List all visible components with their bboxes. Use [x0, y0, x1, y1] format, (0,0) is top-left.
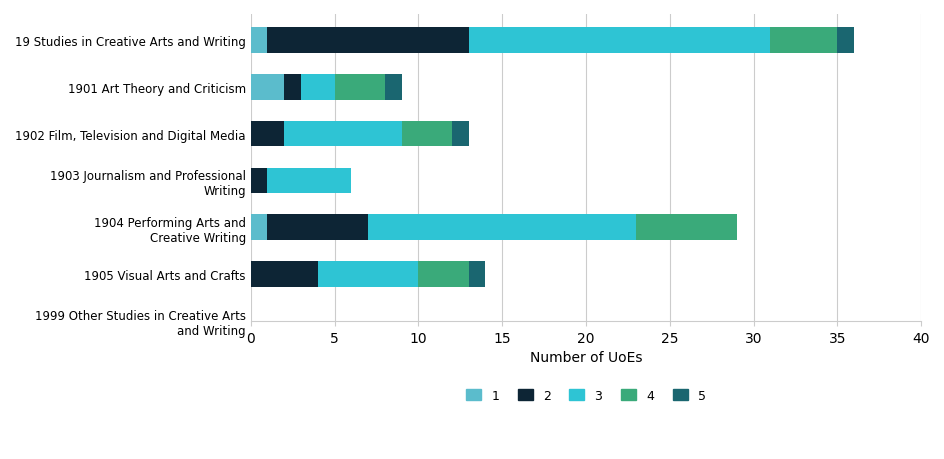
Bar — [267, 168, 351, 194]
Bar — [769, 28, 836, 54]
Bar — [334, 75, 384, 101]
Bar — [250, 215, 267, 241]
Bar — [267, 28, 468, 54]
Bar — [418, 262, 468, 287]
Bar — [635, 215, 736, 241]
Bar — [284, 75, 301, 101]
Bar — [317, 262, 418, 287]
Bar — [267, 215, 367, 241]
Bar — [367, 215, 635, 241]
Bar — [284, 122, 401, 147]
Bar — [836, 28, 853, 54]
Bar — [301, 75, 334, 101]
Bar — [468, 262, 485, 287]
Bar — [384, 75, 401, 101]
Bar — [451, 122, 468, 147]
Bar — [250, 262, 317, 287]
Bar — [250, 122, 284, 147]
Bar — [250, 168, 267, 194]
Bar — [468, 28, 769, 54]
Bar — [250, 28, 267, 54]
Legend: 1, 2, 3, 4, 5: 1, 2, 3, 4, 5 — [461, 384, 710, 407]
X-axis label: Number of UoEs: Number of UoEs — [530, 351, 642, 364]
Bar — [250, 75, 284, 101]
Bar — [401, 122, 451, 147]
